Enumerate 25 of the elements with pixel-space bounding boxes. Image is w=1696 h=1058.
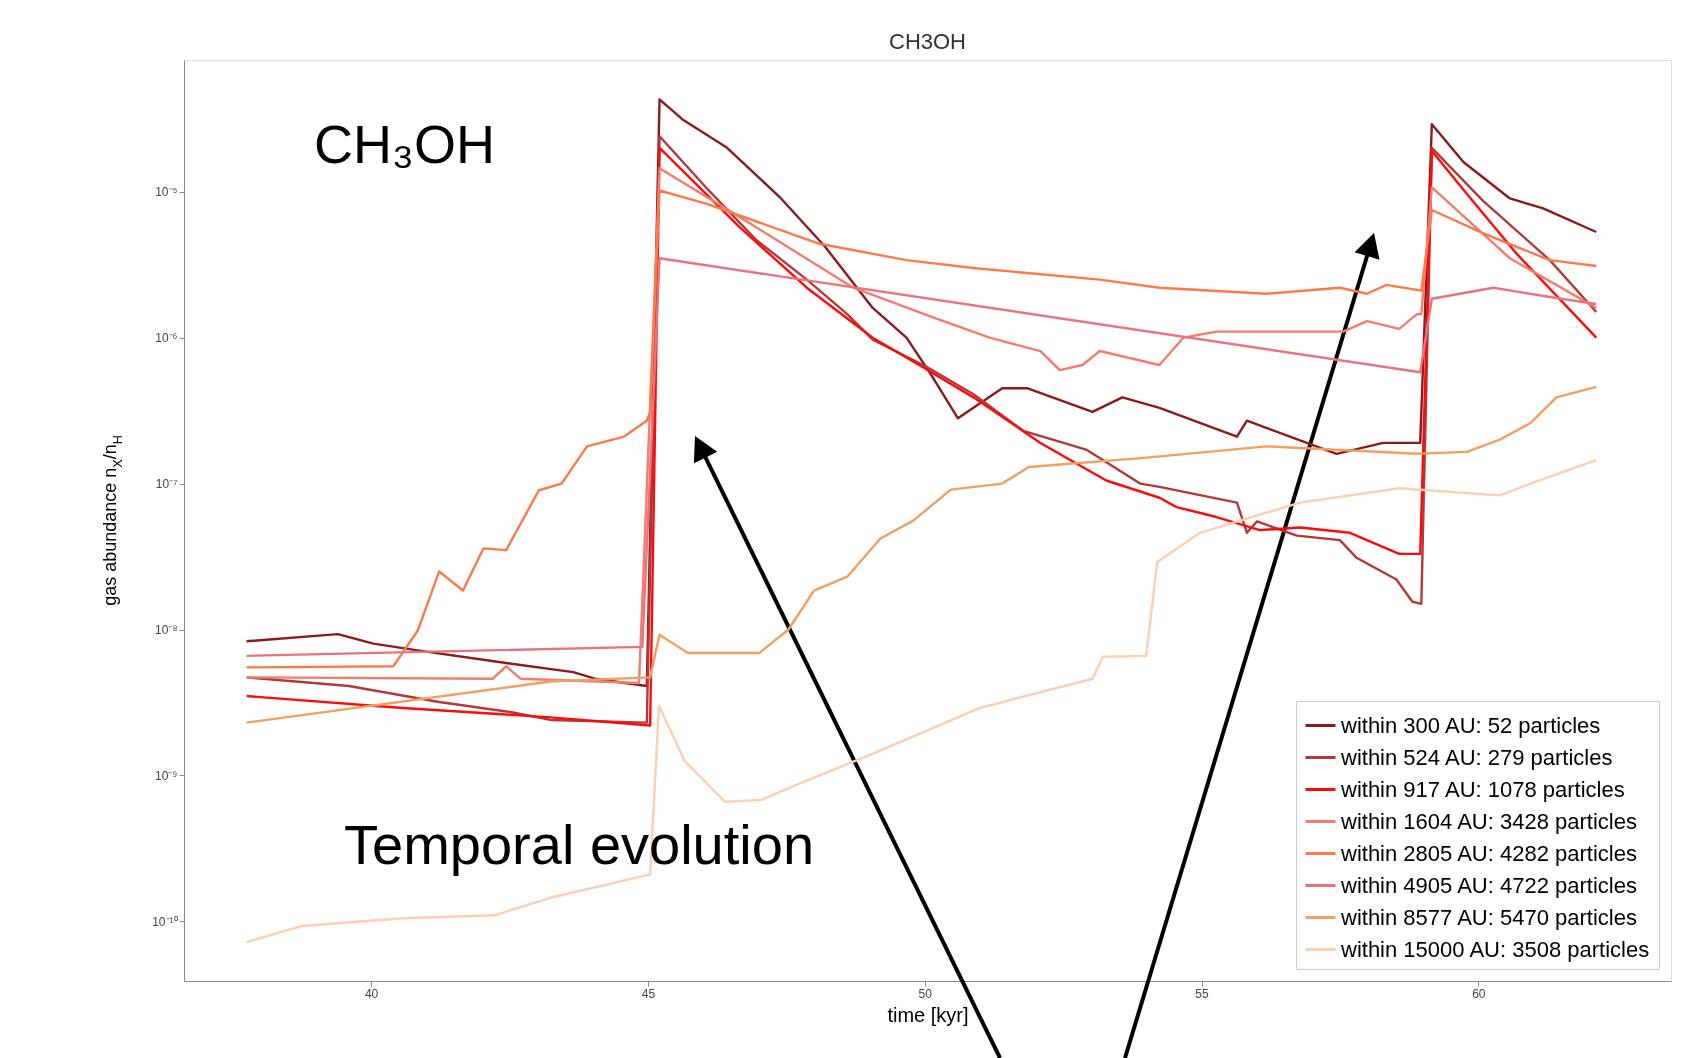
x-tick-label: 50	[918, 986, 933, 1001]
x-tick-label: 60	[1472, 986, 1486, 1001]
y-tick-label: 10⁻⁵	[155, 185, 178, 200]
y-tick-label: 10⁻⁷	[155, 477, 178, 492]
legend-label: within 8577 AU: 5470 particles	[1340, 904, 1637, 930]
line-series	[245, 257, 1598, 658]
legend-label: within 917 AU: 1078 particles	[1340, 776, 1625, 802]
annotation: Temporal evolution	[344, 813, 815, 876]
x-tick-label: 55	[1195, 986, 1210, 1001]
y-tick-label: 10⁻¹⁰	[152, 914, 178, 929]
x-tick-label: 40	[364, 986, 379, 1001]
annotation: CH₃OH	[314, 114, 495, 174]
chart-title: CH3OH	[888, 29, 967, 54]
x-axis-title: time [kyr]	[887, 1003, 969, 1026]
y-tick-label: 10⁻⁹	[155, 768, 178, 783]
legend-label: within 15000 AU: 3508 particles	[1340, 936, 1650, 962]
x-tick-label: 45	[641, 986, 656, 1001]
legend-label: within 524 AU: 279 particles	[1340, 744, 1613, 770]
y-tick-label: 10⁻⁸	[155, 623, 178, 638]
legend-label: within 2805 AU: 4282 particles	[1340, 840, 1637, 866]
legend-label: within 300 AU: 52 particles	[1340, 712, 1601, 738]
y-tick-label: 10⁻⁶	[155, 331, 178, 346]
legend-label: within 1604 AU: 3428 particles	[1340, 808, 1637, 834]
legend-label: within 4905 AU: 4722 particles	[1340, 872, 1637, 898]
y-axis-title: gas abundance nX/nH	[100, 435, 125, 606]
